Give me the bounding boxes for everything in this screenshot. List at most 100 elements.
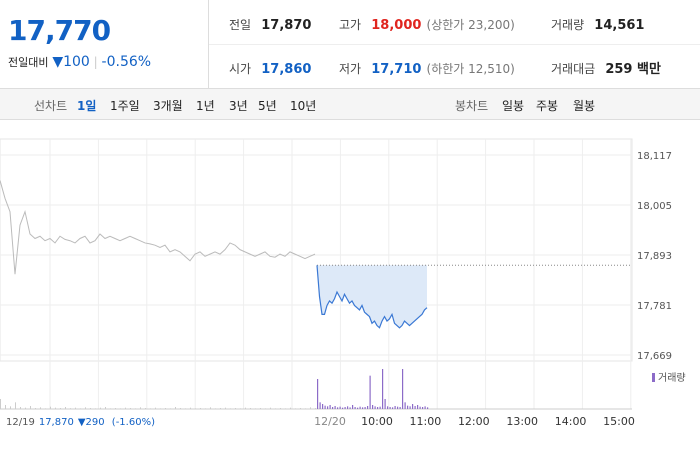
- volume-bar: [165, 408, 166, 409]
- volume-bar: [210, 407, 211, 409]
- change-rate: -0.56%: [101, 54, 152, 70]
- volume-bar: [427, 407, 429, 409]
- volume-bar: [322, 404, 324, 409]
- period-tab[interactable]: 1일: [77, 99, 97, 113]
- volume-bar: [362, 407, 364, 409]
- volume-bar: [140, 407, 141, 409]
- summary-value: 259 백만: [605, 62, 661, 77]
- summary-note: (상한가 23,200): [426, 18, 515, 32]
- x-tick-label: 15:00: [603, 415, 635, 428]
- period-tab[interactable]: 3년: [229, 99, 248, 113]
- volume-bar: [404, 402, 406, 409]
- volume-bar: [5, 405, 6, 409]
- volume-bar: [65, 407, 66, 409]
- volume-bar: [55, 407, 56, 409]
- x-tick-label: 13:00: [506, 415, 538, 428]
- volume-bar: [265, 408, 266, 409]
- volume-bar: [359, 406, 361, 409]
- y-tick-label: 17,669: [637, 351, 672, 362]
- volume-bar: [90, 408, 91, 409]
- summary-value: 17,710: [371, 62, 422, 77]
- volume-bar: [270, 407, 271, 409]
- volume-bar: [384, 399, 386, 409]
- volume-bar: [0, 399, 1, 409]
- current-price: 17,770: [8, 14, 111, 47]
- volume-bar: [95, 408, 96, 409]
- volume-bar: [342, 407, 344, 409]
- candle-tab[interactable]: 일봉: [502, 99, 525, 113]
- summary-panel: 전일 17,870 고가 18,000 (상한가 23,200) 거래량 14,56…: [208, 0, 700, 88]
- volume-bar: [190, 407, 191, 409]
- volume-bar: [35, 408, 36, 409]
- candle-tab[interactable]: 주봉: [536, 99, 559, 113]
- period-tab[interactable]: 1주일: [110, 99, 140, 113]
- chart: 18,117 18,005 17,893 17,781 17,669 거래량 12/20 10…: [0, 138, 686, 428]
- summary-value: 14,561: [594, 18, 645, 33]
- volume-bar: [240, 408, 241, 409]
- x-tick-label: 12:00: [458, 415, 490, 428]
- volume-bar: [352, 405, 354, 409]
- prev-date: 12/19: [6, 417, 35, 428]
- volume-bar: [230, 408, 231, 409]
- volume-bar: [170, 408, 171, 409]
- volume-bar: [392, 407, 394, 409]
- volume-bar: [347, 406, 349, 409]
- volume-bar: [305, 408, 306, 409]
- summary-label: 거래대금: [551, 62, 596, 76]
- volume-bar: [110, 408, 111, 409]
- prev-close: 17,870: [39, 417, 74, 428]
- volume-bar: [374, 406, 376, 409]
- volume-bar: [10, 406, 11, 409]
- x-tick-label: 14:00: [555, 415, 587, 428]
- volume-bar: [399, 407, 401, 409]
- volume-bar: [60, 408, 61, 409]
- y-tick-label: 17,781: [637, 301, 672, 312]
- period-tab[interactable]: 5년: [258, 99, 277, 113]
- volume-bar: [422, 407, 424, 409]
- volume-bar: [382, 369, 384, 409]
- summary-cell: 거래대금 259 백만: [551, 58, 661, 77]
- y-tick-label: 18,005: [637, 201, 672, 212]
- period-tab[interactable]: 3개월: [153, 99, 183, 113]
- summary-label: 저가: [339, 62, 362, 76]
- volume-bar: [317, 379, 319, 409]
- volume-bar: [319, 402, 321, 409]
- volume-bar: [407, 405, 409, 409]
- volume-bar: [160, 408, 161, 409]
- prev-rate: (-1.60%): [112, 417, 155, 428]
- volume-bar: [185, 408, 186, 409]
- volume-bar: [150, 408, 151, 409]
- today-fill: [317, 265, 427, 328]
- volume-bar: [155, 407, 156, 409]
- volume-bar: [424, 406, 426, 409]
- y-tick-label: 18,117: [637, 151, 672, 162]
- volume-bar: [245, 407, 246, 409]
- volume-bar: [275, 408, 276, 409]
- volume-bar: [200, 408, 201, 409]
- summary-label: 고가: [339, 18, 362, 32]
- volume-bar: [15, 402, 16, 409]
- period-tab[interactable]: 10년: [290, 99, 317, 113]
- volume-legend-icon: [652, 373, 655, 382]
- volume-bar: [329, 405, 331, 409]
- volume-bar: [280, 408, 281, 409]
- summary-cell: 시가 17,860: [229, 58, 311, 77]
- summary-note: (하한가 12,510): [426, 62, 515, 76]
- volume-bar: [25, 407, 26, 409]
- x-tick-label: 10:00: [361, 415, 393, 428]
- volume-bar: [419, 406, 421, 409]
- candle-tab[interactable]: 월봉: [573, 99, 596, 113]
- period-tab[interactable]: 1년: [196, 99, 215, 113]
- tab-bar: 선차트 1일 1주일 3개월 1년 3년 5년 10년 봉차트 일봉 주봉 월봉: [0, 88, 700, 120]
- volume-bar: [327, 406, 329, 409]
- volume-bar: [145, 408, 146, 409]
- previous-day-info: 12/19 17,870 ▼290 (-1.60%): [6, 417, 155, 428]
- volume-bar: [344, 407, 346, 409]
- volume-bar: [285, 408, 286, 409]
- volume-bar: [175, 407, 176, 409]
- summary-cell: 거래량 14,561: [551, 14, 644, 33]
- summary-label: 거래량: [551, 18, 585, 32]
- tab-group-label: 봉차트: [455, 99, 489, 113]
- change: 100: [63, 54, 90, 70]
